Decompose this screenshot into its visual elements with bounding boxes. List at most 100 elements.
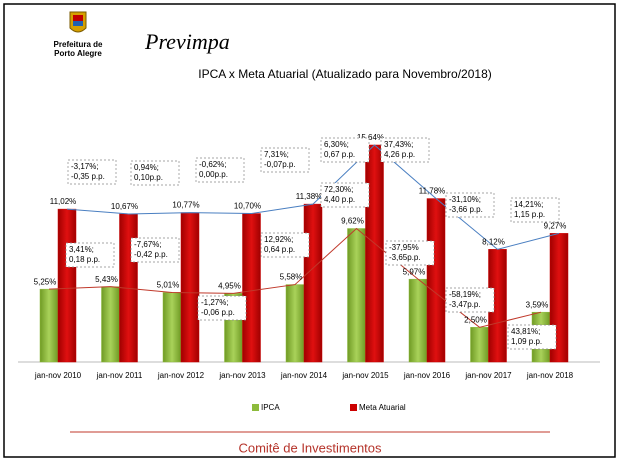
- annotation: 72,30%;: [324, 185, 353, 194]
- value-label: 4,95%: [218, 281, 241, 290]
- bar: [365, 144, 384, 363]
- bar: [408, 278, 428, 363]
- annotation-box: [130, 160, 180, 186]
- annotation: 7,31%;: [264, 150, 289, 159]
- brand: Previmpa: [144, 29, 230, 54]
- x-tick-label: jan-nov 2014: [280, 371, 328, 380]
- annotation: -7,67%;: [134, 240, 162, 249]
- annotation: -0,62%;: [199, 160, 227, 169]
- trend-line: [66, 144, 560, 250]
- x-tick-label: jan-nov 2011: [96, 371, 143, 380]
- annotation-box: [260, 232, 310, 258]
- bar: [180, 212, 200, 363]
- value-label: 15,64%: [357, 133, 384, 142]
- annotation: 37,43%;: [384, 140, 413, 149]
- bar: [303, 203, 323, 363]
- legend-swatch: [350, 404, 357, 411]
- org-name: Porto Alegre: [54, 49, 102, 58]
- annotation-box: [385, 240, 435, 266]
- annotation: -1,27%;: [201, 298, 229, 307]
- value-label: 5,01%: [157, 281, 180, 290]
- annotation-box: [507, 324, 557, 350]
- bar: [162, 292, 182, 363]
- annotation: 0,18 p.p.: [69, 255, 100, 264]
- annotation: 0,00p.p.: [199, 170, 228, 179]
- annotation-box: [197, 295, 247, 321]
- annotation: -3,17%;: [71, 162, 99, 171]
- annotation-box: [260, 147, 310, 173]
- value-label: 10,67%: [111, 202, 138, 211]
- annotation-box: [380, 137, 430, 163]
- bar: [57, 208, 77, 363]
- value-label: 9,27%: [544, 221, 567, 230]
- annotation: -0,42 p.p.: [134, 250, 168, 259]
- annotation-box: [510, 197, 560, 223]
- legend-swatch: [252, 404, 259, 411]
- bar: [101, 286, 120, 363]
- annotation-box: [320, 137, 370, 163]
- value-label: 5,97%: [403, 267, 426, 276]
- annotation: -3,66 p.p.: [449, 205, 483, 214]
- annotation-box: [65, 242, 115, 268]
- value-label: 10,77%: [172, 201, 199, 210]
- org-name: Prefeitura de: [54, 40, 103, 49]
- annotation: 4,40 p.p.: [324, 195, 355, 204]
- x-tick-label: jan-nov 2012: [157, 371, 205, 380]
- annotation: 43,81%;: [511, 327, 540, 336]
- annotation: -0,07p.p.: [264, 160, 296, 169]
- bar: [470, 327, 489, 363]
- bar: [39, 288, 59, 363]
- x-tick-label: jan-nov 2016: [403, 371, 451, 380]
- annotation: -31,10%;: [449, 195, 481, 204]
- x-tick-label: jan-nov 2015: [341, 371, 389, 380]
- annotation: -3,47p.p.: [449, 300, 481, 309]
- value-label: 11,38%: [296, 192, 323, 201]
- annotation: 6,30%;: [324, 140, 349, 149]
- value-label: 5,25%: [34, 277, 57, 286]
- annotation: 0,94%;: [134, 163, 159, 172]
- annotation: 0,10p.p.: [134, 173, 163, 182]
- legend-label: Meta Atuarial: [359, 403, 406, 412]
- value-label: 11,02%: [50, 197, 77, 206]
- annotation-box: [320, 182, 370, 208]
- bar: [426, 198, 446, 363]
- x-tick-label: jan-nov 2017: [464, 371, 512, 380]
- annotation-box: [67, 159, 117, 185]
- annotation-box: [445, 192, 495, 218]
- value-label: 11,78%: [419, 187, 446, 196]
- value-label: 8,12%: [482, 237, 505, 246]
- value-label: 2,50%: [464, 315, 487, 324]
- annotation: 12,92%;: [264, 235, 293, 244]
- annotation: 14,21%;: [514, 200, 543, 209]
- legend-label: IPCA: [261, 403, 280, 412]
- annotation-box: [130, 237, 180, 263]
- bar: [285, 284, 305, 363]
- chart-title: IPCA x Meta Atuarial (Atualizado para No…: [198, 67, 491, 81]
- value-label: 3,59%: [526, 300, 549, 309]
- annotation-box: [195, 157, 245, 183]
- value-label: 5,43%: [95, 275, 118, 284]
- annotation: 1,15 p.p.: [514, 210, 545, 219]
- logo: [69, 11, 87, 33]
- annotation-box: [445, 287, 495, 313]
- annotation: -0,35 p.p.: [71, 172, 105, 181]
- value-label: 10,70%: [234, 202, 261, 211]
- value-label: 5,58%: [280, 273, 303, 282]
- annotation: 1,09 p.p.: [511, 337, 542, 346]
- annotation: -37,95%: [389, 243, 419, 252]
- x-tick-label: jan-nov 2013: [218, 371, 266, 380]
- annotation: 3,41%;: [69, 245, 94, 254]
- annotation: 4,26 p.p.: [384, 150, 415, 159]
- x-tick-label: jan-nov 2018: [526, 371, 574, 380]
- footer: Comitê de Investimentos: [238, 440, 382, 455]
- annotation: 0,64 p.p.: [264, 245, 295, 254]
- value-label: 9,62%: [341, 217, 364, 226]
- annotation: -58,19%;: [449, 290, 481, 299]
- bar: [347, 228, 366, 363]
- bar: [242, 213, 261, 363]
- x-tick-label: jan-nov 2010: [34, 371, 82, 380]
- annotation: -3,65p.p.: [389, 253, 421, 262]
- annotation: -0,06 p.p.: [201, 308, 235, 317]
